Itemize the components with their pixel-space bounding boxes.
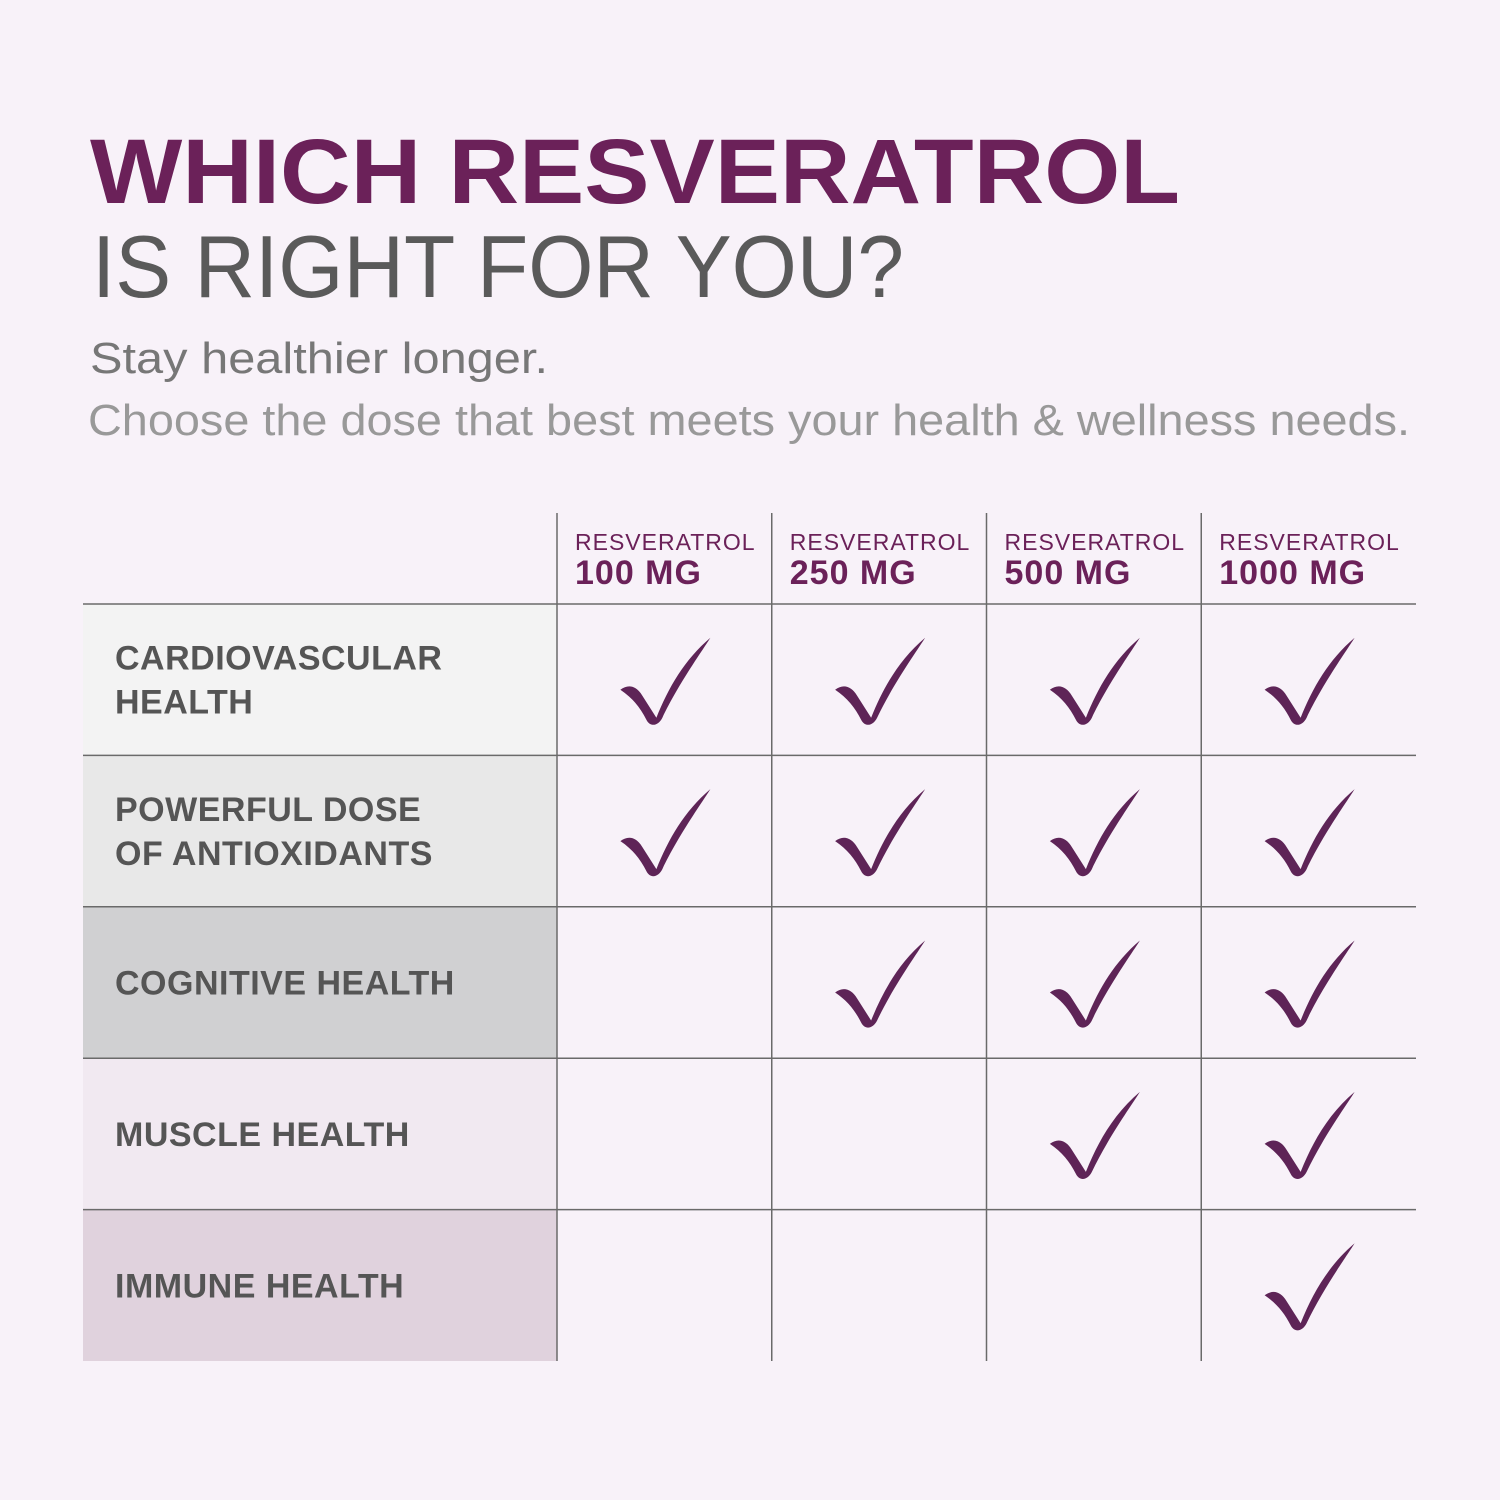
- row-label: COGNITIVE HEALTH: [115, 965, 455, 1003]
- row-label: HEALTH: [115, 684, 253, 722]
- check-mark: [1049, 789, 1140, 877]
- row-label-bg: [83, 906, 557, 1059]
- title-line2: IS RIGHT FOR YOU?: [92, 217, 904, 316]
- check-mark: [835, 789, 926, 877]
- check-mark: [1049, 637, 1140, 725]
- check-mark: [835, 637, 926, 725]
- title: WHICH RESVERATROL: [90, 121, 1180, 223]
- check-mark: [1264, 637, 1355, 725]
- column-header-line2: 250 MG: [790, 554, 917, 592]
- row-label-bg: [83, 604, 557, 756]
- row-label: OF ANTIOXIDANTS: [115, 835, 433, 873]
- row-label: CARDIOVASCULAR: [115, 640, 442, 678]
- check-mark: [835, 940, 926, 1028]
- check-mark: [620, 637, 711, 725]
- check-mark: [1264, 940, 1355, 1028]
- row-label-bg: [83, 1209, 557, 1361]
- row-label-bg: [83, 755, 557, 907]
- check-mark: [1264, 1091, 1355, 1179]
- row-label: POWERFUL DOSE: [115, 791, 421, 829]
- description: Choose the dose that best meets your hea…: [88, 396, 1410, 445]
- check-mark: [1049, 1091, 1140, 1179]
- column-header-line1: RESVERATROL: [575, 529, 756, 555]
- row-label-bg: [83, 1058, 557, 1210]
- column-header-line2: 100 MG: [575, 554, 702, 592]
- row-label: IMMUNE HEALTH: [115, 1267, 404, 1305]
- column-header-line2: 1000 MG: [1219, 554, 1366, 592]
- column-header-line1: RESVERATROL: [1219, 529, 1400, 555]
- check-mark: [1264, 789, 1355, 877]
- column-header-line2: 500 MG: [1005, 554, 1132, 592]
- row-label: MUSCLE HEALTH: [115, 1116, 410, 1154]
- check-mark: [1049, 940, 1140, 1028]
- check-mark: [620, 789, 711, 877]
- column-header-line1: RESVERATROL: [1005, 529, 1186, 555]
- check-mark: [1264, 1243, 1355, 1331]
- column-header-line1: RESVERATROL: [790, 529, 971, 555]
- subtitle: Stay healthier longer.: [90, 334, 548, 383]
